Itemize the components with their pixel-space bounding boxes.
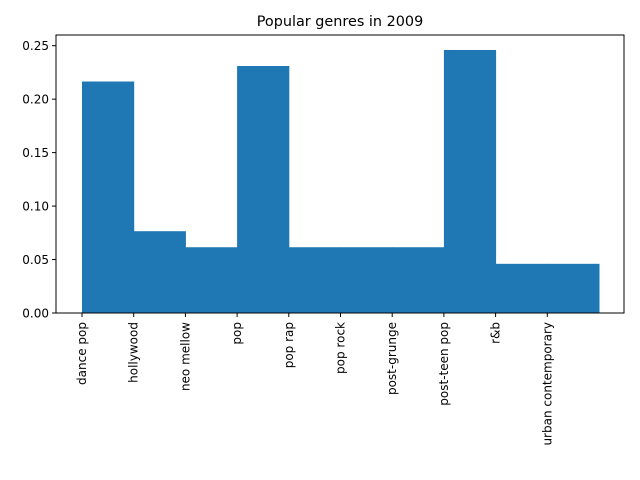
y-tick-label: 0.15 bbox=[22, 146, 49, 160]
x-tick-label: pop rock bbox=[334, 322, 348, 374]
y-tick-label: 0.00 bbox=[22, 307, 49, 321]
x-tick-label: pop bbox=[230, 322, 244, 345]
bar-hollywood bbox=[133, 231, 186, 313]
bar-dance-pop bbox=[82, 81, 135, 313]
y-tick-label: 0.05 bbox=[22, 253, 49, 267]
bar-post-grunge bbox=[392, 247, 445, 313]
x-tick-label: post-teen pop bbox=[437, 322, 451, 406]
x-tick-label: post-grunge bbox=[385, 322, 399, 395]
x-tick-label: dance pop bbox=[75, 322, 89, 385]
bar-r-b bbox=[495, 263, 548, 313]
bar-pop-rock bbox=[340, 247, 393, 313]
chart-title: Popular genres in 2009 bbox=[257, 14, 423, 30]
y-tick-label: 0.25 bbox=[22, 39, 49, 53]
x-tick-label: pop rap bbox=[282, 322, 296, 368]
y-tick-label: 0.20 bbox=[22, 93, 49, 107]
bar-pop-rap bbox=[288, 247, 341, 313]
x-axis: dance pop hollywood neo mellow pop pop rap po… bbox=[75, 313, 554, 446]
bar-pop bbox=[237, 66, 290, 313]
bar-post-teen-pop bbox=[443, 49, 497, 313]
plot-frame bbox=[55, 34, 625, 314]
x-tick-label: neo mellow bbox=[178, 322, 192, 391]
bars-group bbox=[82, 49, 600, 313]
bar-urban-contemporary bbox=[547, 263, 600, 313]
x-tick-label: hollywood bbox=[127, 322, 141, 383]
y-tick-label: 0.10 bbox=[22, 200, 49, 214]
y-axis: 0.00 0.05 0.10 0.15 0.20 0.25 bbox=[22, 39, 56, 321]
x-tick-label: urban contemporary bbox=[540, 322, 554, 446]
x-tick-label: r&b bbox=[489, 322, 503, 344]
bar-neo-mellow bbox=[185, 247, 238, 313]
